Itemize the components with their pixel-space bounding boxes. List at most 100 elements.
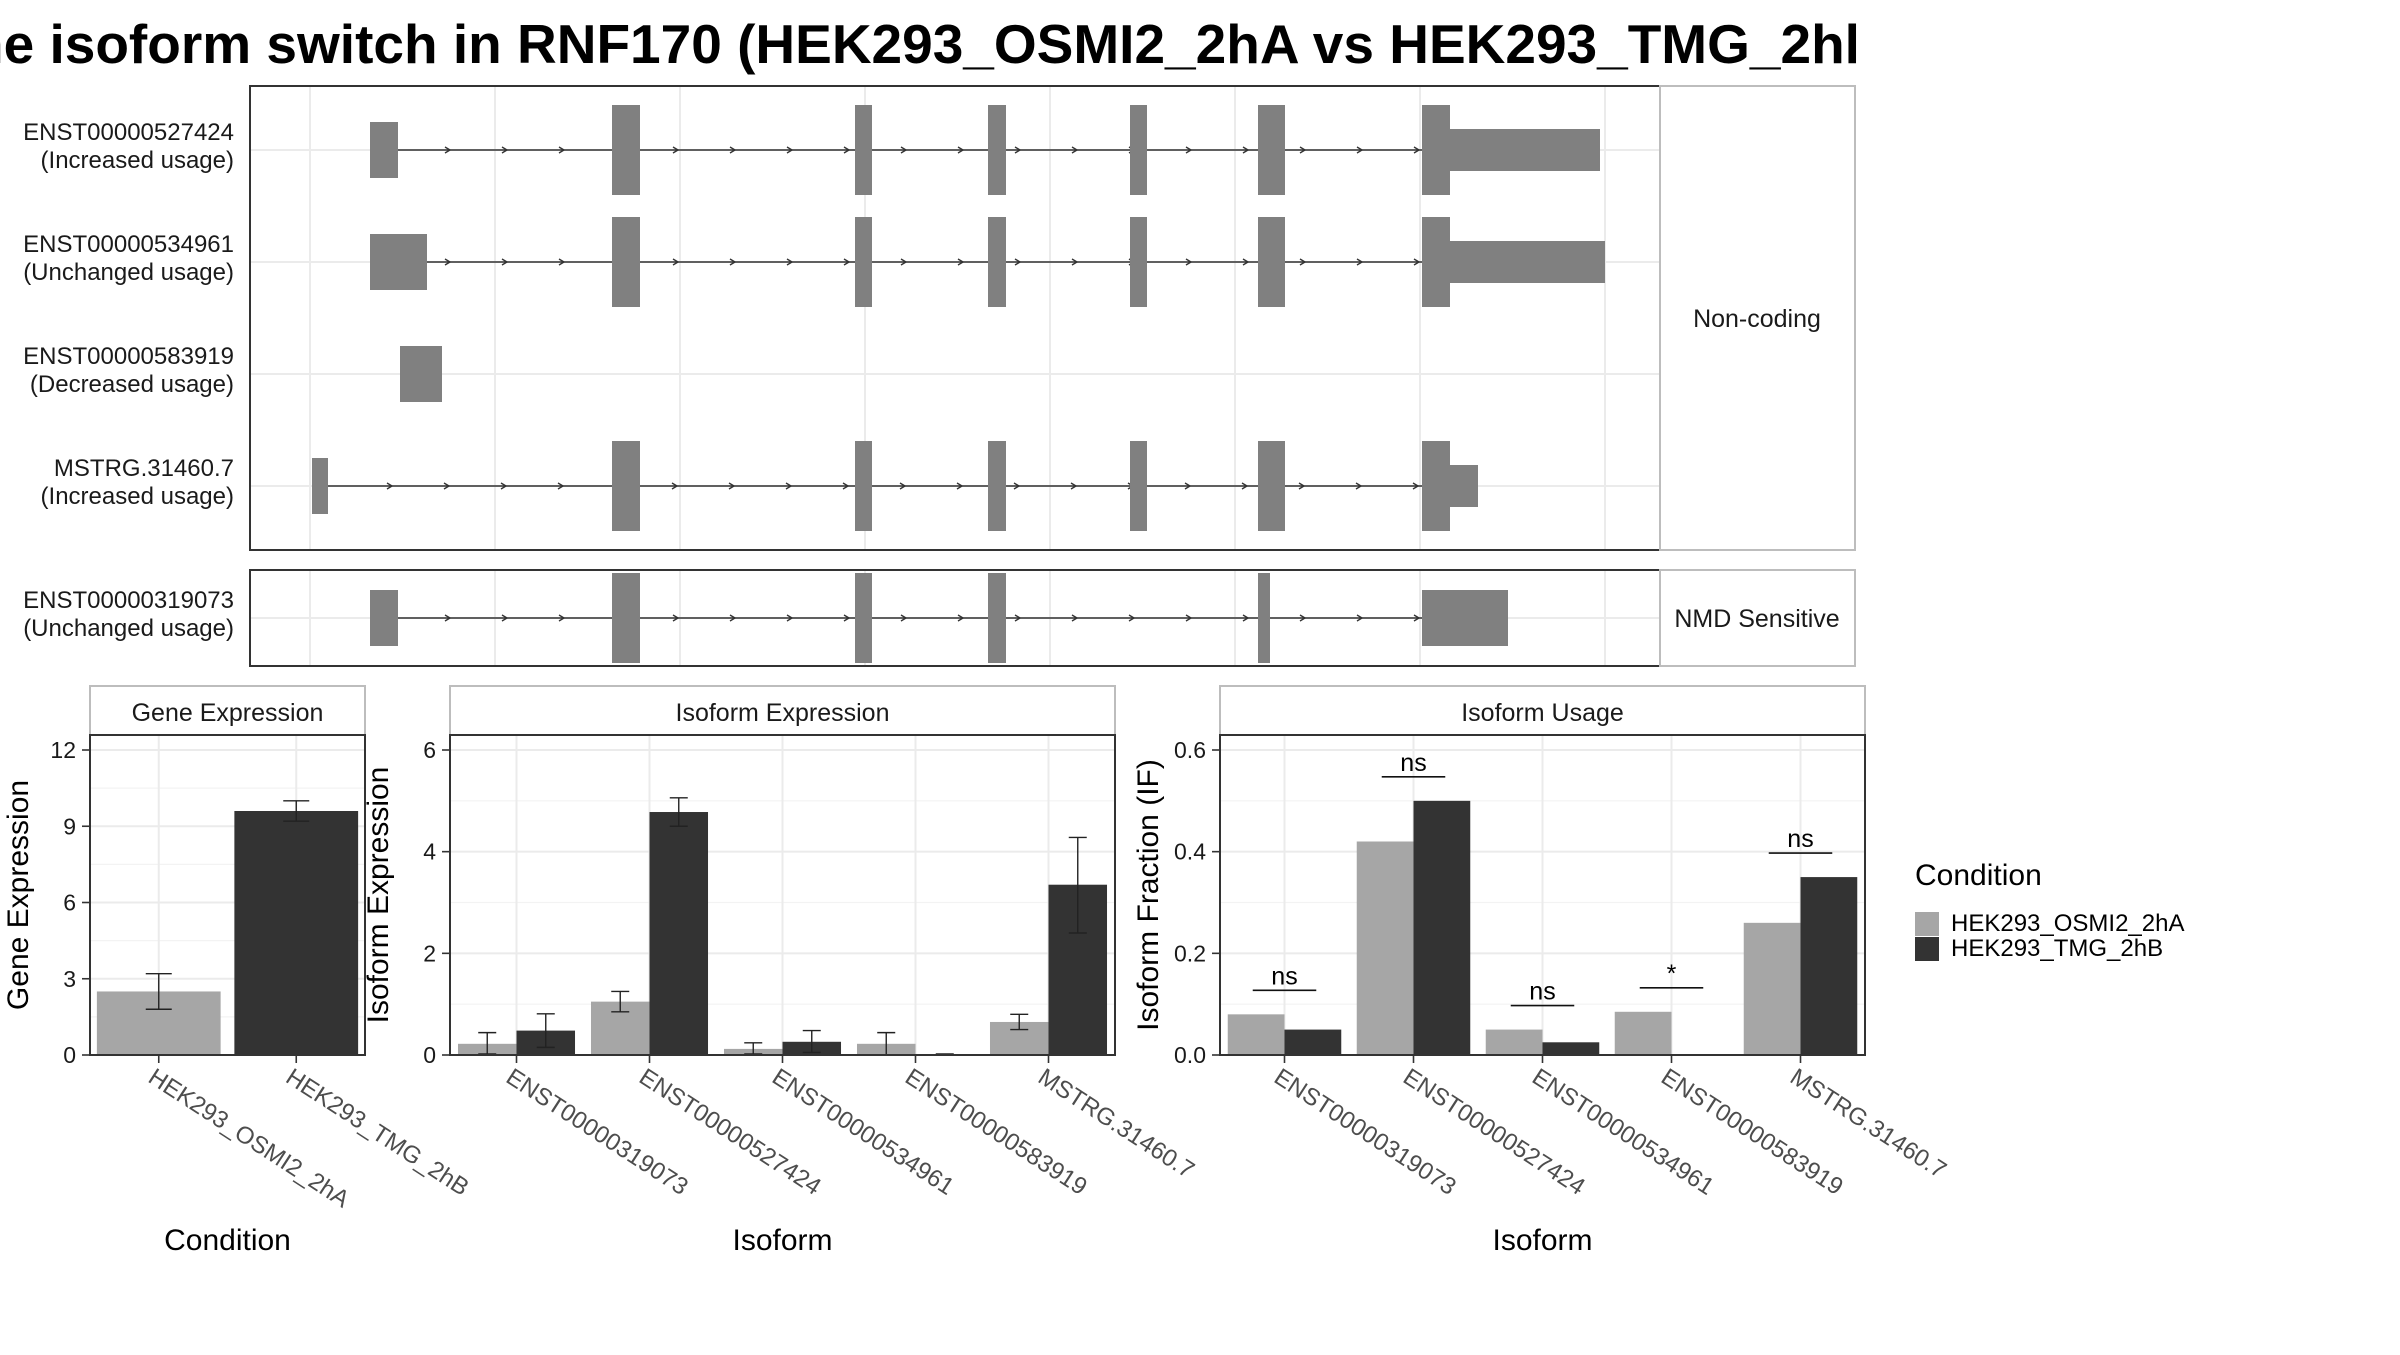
panel-strip-label: Gene Expression — [132, 699, 324, 727]
y-tick-label: 0.4 — [1174, 839, 1206, 865]
legend-title: Condition — [1915, 859, 2042, 892]
legend-swatch — [1915, 937, 1939, 961]
exon-block — [855, 573, 872, 663]
intron-arrow — [786, 614, 794, 622]
intron-arrow — [899, 482, 907, 490]
transcript-usage-label: (Increased usage) — [41, 483, 234, 510]
x-axis-title: Isoform — [732, 1224, 832, 1257]
exon-block — [1422, 441, 1450, 531]
exon-block — [1258, 105, 1285, 195]
transcript-id-label: ENST00000534961 — [23, 231, 234, 258]
y-tick-label: 3 — [63, 966, 76, 992]
intron-arrow — [558, 146, 566, 154]
significance-label: ns — [1271, 962, 1297, 990]
intron-arrow — [500, 482, 508, 490]
y-axis-title: Isoform Expression — [362, 767, 395, 1024]
intron-arrow — [1071, 614, 1079, 622]
intron-arrow — [842, 482, 850, 490]
facet-strip — [89, 685, 366, 736]
exon-block — [370, 590, 398, 646]
intron-arrow — [843, 258, 851, 266]
intron-arrow — [729, 146, 737, 154]
y-tick-label: 0.0 — [1174, 1042, 1206, 1068]
intron-arrow — [1128, 614, 1136, 622]
exon-block — [370, 122, 398, 178]
transcript-usage-label: (Increased usage) — [41, 147, 234, 174]
intron-arrow — [1241, 482, 1249, 490]
exon-block — [1422, 590, 1508, 646]
intron-arrow — [672, 614, 680, 622]
exon-block — [370, 234, 427, 290]
intron-arrow — [1071, 258, 1079, 266]
y-tick-label: 9 — [63, 813, 76, 839]
bar-ENST00000527424-HEK293_TMG_2hB — [649, 812, 709, 1055]
intron-arrow — [1242, 614, 1250, 622]
intron-arrow — [1185, 146, 1193, 154]
significance-label: ns — [1400, 749, 1426, 777]
intron-arrow — [672, 146, 680, 154]
intron-arrow — [501, 146, 509, 154]
facet-strip-label: Non-coding — [1693, 305, 1821, 333]
exon-block — [988, 573, 1006, 663]
intron-arrow — [1242, 258, 1250, 266]
intron-arrow — [501, 258, 509, 266]
intron-arrow — [672, 258, 680, 266]
intron-arrow — [558, 258, 566, 266]
intron-arrow — [1014, 146, 1022, 154]
facet-strip — [1659, 85, 1856, 551]
exon-utr-block — [1450, 129, 1600, 171]
exon-block — [612, 217, 640, 307]
bar-MSTRG.31460.7-HEK293_OSMI2_2hA — [1743, 922, 1801, 1055]
intron-arrow — [957, 258, 965, 266]
exon-block — [1130, 105, 1147, 195]
transcript-id-label: ENST00000319073 — [23, 587, 234, 614]
intron-arrow — [444, 614, 452, 622]
intron-arrow — [1299, 258, 1307, 266]
exon-utr-block — [1450, 465, 1478, 507]
intron-arrow — [786, 258, 794, 266]
y-axis-title: Isoform Fraction (IF) — [1132, 759, 1165, 1031]
bar-ENST00000583919-HEK293_OSMI2_2hA — [1614, 1011, 1672, 1055]
intron-arrow — [1356, 146, 1364, 154]
y-tick-label: 0 — [63, 1042, 76, 1068]
bar-ENST00000319073-HEK293_TMG_2hB — [1284, 1029, 1342, 1055]
intron-arrow — [843, 146, 851, 154]
exon-block — [312, 458, 328, 514]
intron-arrow — [956, 482, 964, 490]
intron-arrow — [1013, 482, 1021, 490]
intron-arrow — [1413, 146, 1421, 154]
exon-block — [400, 346, 442, 402]
exon-block — [1422, 105, 1450, 195]
bar-ENST00000527424-HEK293_TMG_2hB — [1413, 800, 1471, 1055]
transcript-usage-label: (Decreased usage) — [30, 371, 234, 398]
significance-label: ns — [1787, 825, 1813, 853]
bar-ENST00000534961-HEK293_OSMI2_2hA — [1485, 1029, 1543, 1055]
intron-arrow — [1356, 614, 1364, 622]
facet-strip — [449, 685, 1116, 736]
intron-arrow — [1071, 146, 1079, 154]
y-axis-title: Gene Expression — [2, 780, 35, 1010]
intron-arrow — [729, 258, 737, 266]
y-tick-label: 2 — [423, 940, 436, 966]
legend-entry: HEK293_OSMI2_2hA — [1951, 910, 2184, 937]
exon-block — [612, 441, 640, 531]
intron-arrow — [1356, 258, 1364, 266]
transcript-id-label: ENST00000527424 — [23, 119, 234, 146]
intron-arrow — [1298, 482, 1306, 490]
intron-arrow — [1070, 482, 1078, 490]
intron-arrow — [444, 146, 452, 154]
intron-arrow — [1299, 146, 1307, 154]
intron-arrow — [557, 482, 565, 490]
transcript-usage-label: (Unchanged usage) — [23, 259, 234, 286]
exon-block — [988, 441, 1006, 531]
significance-label: * — [1667, 960, 1677, 988]
legend-entry: HEK293_TMG_2hB — [1951, 935, 2163, 962]
y-tick-label: 6 — [63, 890, 76, 916]
transcript-id-label: MSTRG.31460.7 — [54, 455, 234, 482]
intron-arrow — [1185, 258, 1193, 266]
exon-block — [855, 217, 872, 307]
intron-arrow — [1242, 146, 1250, 154]
exon-block — [1422, 217, 1450, 307]
